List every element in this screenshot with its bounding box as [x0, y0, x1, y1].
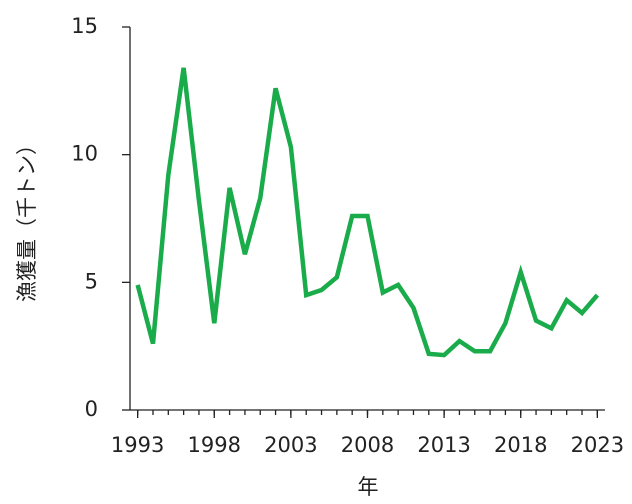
x-tick-label: 2003 [264, 433, 317, 457]
y-tick-label: 15 [71, 14, 98, 38]
x-axis-label: 年 [358, 475, 379, 499]
x-tick-label: 2008 [341, 433, 394, 457]
y-axis-label: 漁獲量（千トン） [15, 134, 39, 302]
data-line [135, 67, 600, 358]
y-tick-label: 5 [85, 269, 98, 293]
y-tick-label: 10 [71, 142, 98, 166]
x-tick-label: 1993 [111, 433, 164, 457]
y-tick-label: 0 [85, 397, 98, 421]
x-tick-label: 2013 [417, 433, 470, 457]
x-tick-label: 2018 [494, 433, 547, 457]
x-tick-label: 1998 [188, 433, 241, 457]
x-tick-label: 2023 [571, 433, 624, 457]
